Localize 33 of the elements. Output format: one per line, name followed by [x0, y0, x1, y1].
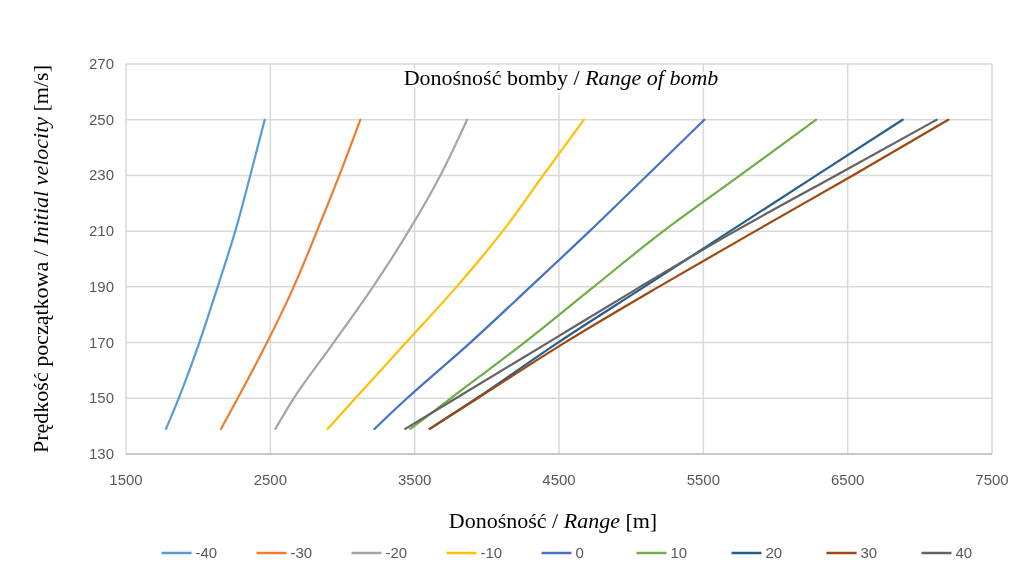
y-axis-title: Prędkość początkowa / Initial velocity [m/s] — [28, 65, 53, 453]
line-series — [164, 118, 266, 431]
x-tick-label: 2500 — [253, 471, 288, 488]
y-tick-label: 150 — [88, 389, 114, 407]
legend-label: -10 — [480, 544, 503, 561]
line-series — [409, 118, 818, 431]
x-tick-label: 3500 — [397, 471, 432, 488]
legend-label: -40 — [195, 544, 218, 561]
x-tick-label: 6500 — [830, 471, 865, 488]
y-tick-label: 230 — [88, 166, 114, 184]
line-series — [326, 118, 586, 431]
y-tick-label: 270 — [88, 55, 114, 72]
y-tick-label: 210 — [88, 222, 114, 240]
legend-label: -20 — [385, 544, 408, 561]
x-axis-title: Donośność / Range [m] — [448, 508, 658, 533]
legend-label: 40 — [955, 544, 973, 561]
line-series — [274, 118, 469, 431]
legend-label: -30 — [290, 544, 313, 561]
y-tick-label: 170 — [88, 333, 114, 351]
x-tick-label: 7500 — [975, 471, 1009, 488]
y-tick-label: 190 — [88, 277, 114, 295]
chart-title: Donośność bomby / Range of bomb — [403, 65, 719, 90]
x-tick-label: 4500 — [542, 471, 576, 488]
x-tick-label: 5500 — [686, 471, 721, 488]
line-series — [373, 118, 706, 431]
y-tick-label: 250 — [88, 110, 114, 128]
legend-label: 20 — [765, 544, 783, 561]
legend-label: 0 — [575, 544, 584, 561]
legend-label: 30 — [860, 544, 878, 561]
x-tick-label: 1500 — [109, 471, 143, 488]
y-tick-label: 130 — [88, 445, 114, 462]
line-series — [219, 118, 362, 431]
legend-label: 10 — [670, 544, 688, 561]
